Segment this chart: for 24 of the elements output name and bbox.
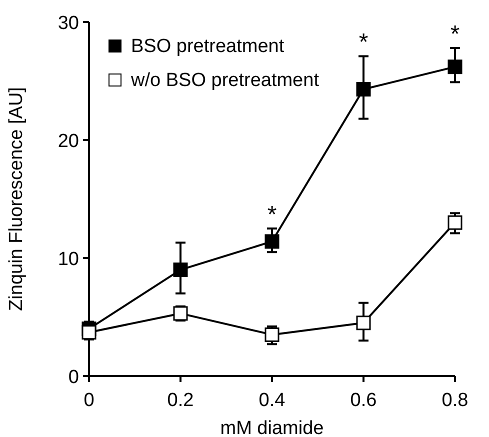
point (356, 316, 371, 330)
point (448, 60, 462, 74)
y-axis-title: Zinquin Fluorescence [AU] (6, 87, 27, 311)
y-tick-label: 20 (58, 131, 79, 152)
y-tick-label: 10 (58, 249, 79, 270)
point (264, 234, 280, 249)
point (264, 327, 280, 342)
point (82, 325, 96, 340)
annotation: * (450, 20, 460, 48)
y-tick-label: 30 (58, 13, 79, 34)
annotation: * (358, 29, 368, 56)
x-tick-label: 0.8 (442, 390, 468, 411)
annotation: * (267, 202, 277, 228)
x-tick-label: 0.4 (258, 390, 286, 411)
x-tick-label: 0 (84, 390, 94, 411)
legend-label: w/o BSO pretreatment (130, 70, 320, 91)
y-tick-label: 0 (68, 367, 79, 388)
x-tick-label: 0.2 (167, 390, 194, 411)
point (173, 262, 188, 278)
x-axis-title: mM diamide (220, 418, 324, 437)
x-tick-label: 0.6 (350, 390, 377, 411)
legend-label: BSO pretreatment (131, 36, 285, 57)
point (448, 215, 462, 230)
point (356, 82, 371, 97)
